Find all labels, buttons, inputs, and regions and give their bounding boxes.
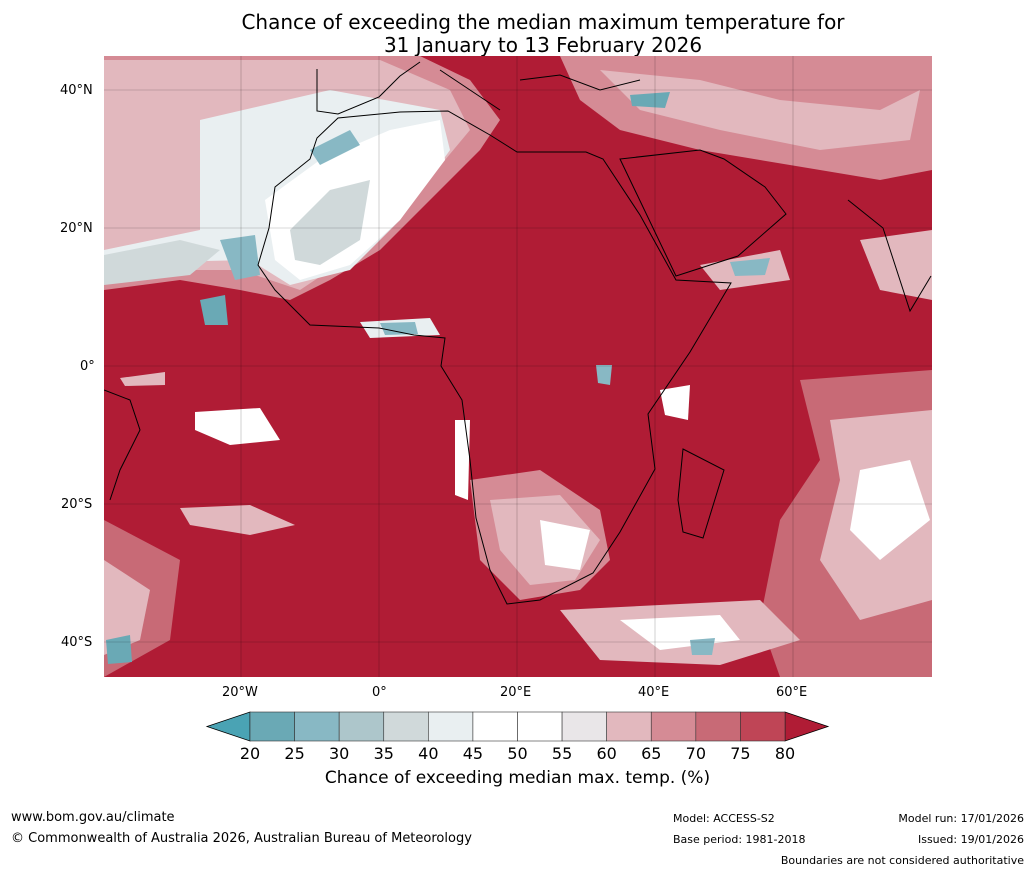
colorbar-bin (472, 711, 518, 742)
colorbar-bin (695, 711, 741, 742)
lon-label-20e: 20°E (500, 685, 532, 700)
colorbar-bin (294, 711, 340, 742)
graticule (104, 56, 932, 677)
colorbar-bin (650, 711, 697, 742)
colorbar-bin (740, 711, 786, 742)
probability-shading (104, 56, 932, 677)
colorbar-tick-label: 35 (373, 744, 394, 763)
colorbar-bin (606, 711, 652, 742)
madagascar-coastline (677, 448, 725, 539)
lon-label-60e: 60°E (776, 685, 808, 700)
colorbar-label: Chance of exceeding median max. temp. (%… (324, 768, 711, 788)
colorbar-under-arrow (205, 711, 251, 742)
colorbar-tick-label: 30 (328, 744, 350, 763)
colorbar-tick-label: 20 (239, 744, 261, 763)
colorbar-tick-label: 50 (507, 744, 528, 763)
colorbar-bin (428, 711, 474, 742)
lat-label-40n: 40°N (60, 83, 93, 98)
map-title-line2: 31 January to 13 February 2026 (383, 33, 703, 57)
footer-disclaimer: Boundaries are not considered authoritat… (780, 854, 1024, 867)
lon-label-20w: 20°W (222, 685, 258, 700)
colorbar-bin (517, 711, 563, 742)
colorbar-tick-label: 25 (284, 744, 305, 763)
colorbar-tick-label: 80 (774, 744, 796, 763)
colorbar-tick-label: 60 (596, 744, 617, 763)
colorbar-tick-label: 40 (418, 744, 439, 763)
lat-label-20s: 20°S (61, 497, 93, 512)
south-america-coastline (104, 389, 141, 501)
map-title-line1: Chance of exceeding the median maximum t… (241, 10, 845, 34)
colorbar-tick-label: 75 (730, 744, 751, 763)
lon-label-0: 0° (372, 685, 387, 700)
colorbar-tick-label: 65 (641, 744, 662, 763)
colorbar-tick-label: 70 (685, 744, 707, 763)
africa-coastline (257, 110, 732, 605)
colorbar-bin (249, 711, 295, 742)
colorbar-bin (383, 711, 429, 742)
india-coastline (847, 199, 932, 313)
arabia-coastline (619, 149, 787, 277)
footer-url[interactable]: www.bom.gov.au/climate (11, 810, 175, 825)
lat-label-40s: 40°S (61, 635, 93, 650)
colorbar-bin (561, 711, 607, 742)
colorbar-bin (338, 711, 385, 742)
coastlines (104, 61, 932, 605)
map-panel (104, 56, 932, 677)
colorbar-over-arrow (784, 711, 830, 742)
colorbar-tick-label: 55 (551, 744, 573, 763)
footer-model-run: Model run: 17/01/2026 (898, 812, 1024, 825)
lat-label-0: 0° (80, 359, 95, 374)
colorbar-tick-label: 45 (462, 744, 484, 763)
europe-coastline (316, 61, 641, 115)
footer-model: Model: ACCESS-S2 (673, 812, 775, 825)
footer-copyright: © Commonwealth of Australia 2026, Austra… (11, 831, 472, 846)
footer-base-period: Base period: 1981-2018 (673, 833, 806, 846)
lat-label-20n: 20°N (60, 221, 93, 236)
footer-issued: Issued: 19/01/2026 (917, 833, 1024, 846)
lon-label-40e: 40°E (638, 685, 670, 700)
